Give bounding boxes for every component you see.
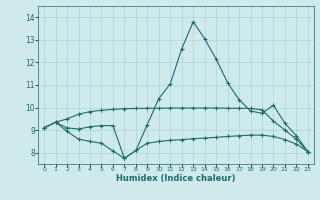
X-axis label: Humidex (Indice chaleur): Humidex (Indice chaleur)	[116, 174, 236, 183]
